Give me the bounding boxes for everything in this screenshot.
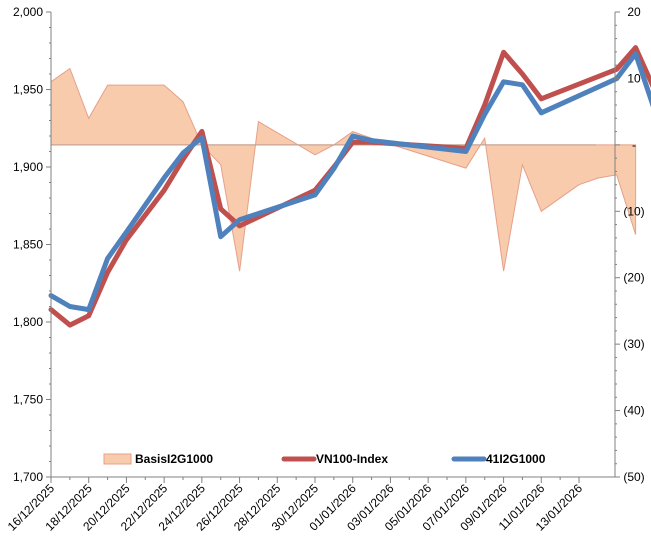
y-right-tick-label: 10 [627,71,641,85]
legend-label: VN100-Index [316,452,388,466]
y-left-tick-label: 1,750 [13,393,43,407]
y-axis-right-labels: 20 10 - (10) (20) (30) (40) (50) [623,5,644,484]
y-left-tick-label: 1,700 [13,470,43,484]
legend-swatch-area [103,453,132,465]
basis-area-layer [50,67,637,272]
y-right-tick-label: (40) [623,404,644,418]
legend-label: BasisI2G1000 [135,452,213,466]
y-left-tick-label: 1,900 [13,160,43,174]
series-area-basis [50,67,637,272]
y-left-tick-label: 1,800 [13,315,43,329]
legend-label: 41I2G1000 [486,452,546,466]
series-line-41i2g1000 [48,51,651,313]
line-series-layer [48,45,651,328]
axes-layer [46,11,620,483]
y-right-tick-label: - [632,138,636,152]
y-axis-left-labels: 2,000 1,950 1,900 1,850 1,800 1,750 1,700 [13,5,43,484]
y-left-tick-label: 1,850 [13,238,43,252]
y-left-tick-label: 2,000 [13,5,43,19]
y-right-tick-label: (50) [623,470,644,484]
y-left-tick-label: 1,950 [13,83,43,97]
y-right-tick-label: (10) [623,204,644,218]
x-axis-labels: 16/12/202518/12/202520/12/202522/12/2025… [5,481,586,534]
y-right-tick-label: (30) [623,337,644,351]
y-right-tick-label: (20) [623,271,644,285]
y-right-tick-label: 20 [627,5,641,19]
legend: BasisI2G1000 VN100-Index 41I2G1000 [103,452,546,466]
